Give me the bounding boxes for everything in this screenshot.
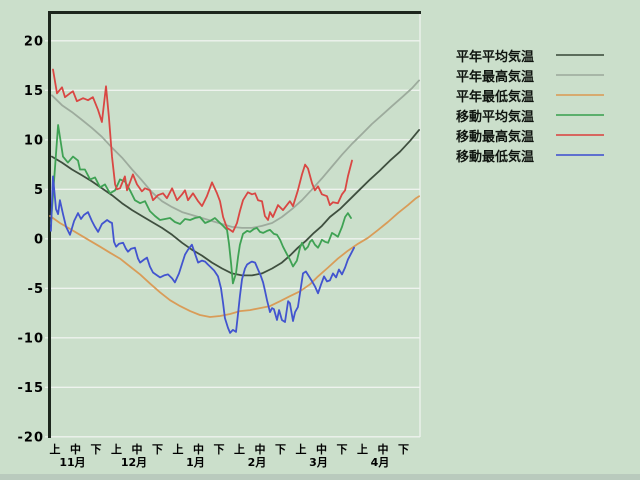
x-tick-label-8: 下 <box>214 443 225 456</box>
window-bottom-edge <box>0 474 640 480</box>
x-month-label-4月: 4月 <box>371 456 390 469</box>
chart-legend: 平年平均気温 平年最高気温 平年最低気温 移動平均気温 移動最高気温 移動最低気温 <box>456 45 604 165</box>
x-tick-label-13: 中 <box>316 442 327 456</box>
x-tick-label-4: 中 <box>132 442 143 456</box>
series-line-ido-saitei <box>50 175 356 334</box>
x-tick-label-15: 上 <box>357 442 368 456</box>
legend-item-ido-saiko: 移動最高気温 <box>456 125 604 145</box>
legend-swatch-heinen-saiko <box>556 74 604 76</box>
series-line-ido-heikin <box>50 124 352 285</box>
x-tick-label-3: 上 <box>111 442 122 456</box>
series-line-heinen-heikin <box>51 128 421 277</box>
x-month-label-12月: 12月 <box>121 456 147 469</box>
legend-item-heinen-saitei: 平年最低気温 <box>456 85 604 105</box>
legend-label-heinen-saiko: 平年最高気温 <box>456 69 535 85</box>
x-tick-label-14: 下 <box>337 443 348 456</box>
legend-label-ido-saitei: 移動最低気温 <box>456 149 535 165</box>
legend-label-heinen-heikin: 平年平均気温 <box>456 49 535 65</box>
x-tick-label-10: 中 <box>255 442 266 456</box>
legend-swatch-ido-saitei <box>556 154 604 156</box>
legend-item-ido-saitei: 移動最低気温 <box>456 145 604 165</box>
x-tick-label-0: 上 <box>50 442 61 456</box>
series-line-heinen-saitei <box>49 195 421 318</box>
legend-swatch-heinen-saitei <box>556 94 604 96</box>
y-tick-label-0: 0 <box>34 232 44 247</box>
x-tick-label-1: 中 <box>70 442 81 456</box>
x-month-label-11月: 11月 <box>59 456 85 469</box>
legend-item-heinen-heikin: 平年平均気温 <box>456 45 604 65</box>
legend-item-ido-heikin: 移動平均気温 <box>456 105 604 125</box>
x-tick-label-12: 上 <box>296 442 307 456</box>
x-tick-label-6: 上 <box>173 442 184 456</box>
y-tick-label-10: 10 <box>24 133 44 148</box>
y-tick-label-20: 20 <box>24 34 44 49</box>
x-tick-label-16: 中 <box>378 442 389 456</box>
x-month-label-2月: 2月 <box>248 456 267 469</box>
legend-label-ido-heikin: 移動平均気温 <box>456 109 535 125</box>
x-tick-label-9: 上 <box>234 442 245 456</box>
series-line-heinen-saiko <box>51 79 421 229</box>
legend-label-heinen-saitei: 平年最低気温 <box>456 89 535 105</box>
legend-label-ido-saiko: 移動最高気温 <box>456 129 535 145</box>
legend-item-heinen-saiko: 平年最高気温 <box>456 65 604 85</box>
series-line-ido-saiko <box>52 68 353 233</box>
x-tick-label-5: 下 <box>152 443 163 456</box>
y-tick-label--20: -20 <box>18 430 45 445</box>
legend-swatch-heinen-heikin <box>556 54 604 56</box>
x-month-label-1月: 1月 <box>186 456 205 469</box>
legend-swatch-ido-heikin <box>556 114 604 116</box>
y-tick-label-5: 5 <box>34 183 44 198</box>
x-month-label-3月: 3月 <box>309 456 328 469</box>
y-tick-label--15: -15 <box>18 381 45 396</box>
y-tick-label--5: -5 <box>28 282 44 297</box>
y-tick-label-15: 15 <box>24 84 44 99</box>
x-tick-label-11: 下 <box>275 443 286 456</box>
x-tick-label-2: 下 <box>91 443 102 456</box>
legend-swatch-ido-saiko <box>556 134 604 136</box>
y-tick-label--10: -10 <box>18 331 45 346</box>
x-tick-label-7: 中 <box>193 442 204 456</box>
x-tick-label-17: 下 <box>398 443 409 456</box>
